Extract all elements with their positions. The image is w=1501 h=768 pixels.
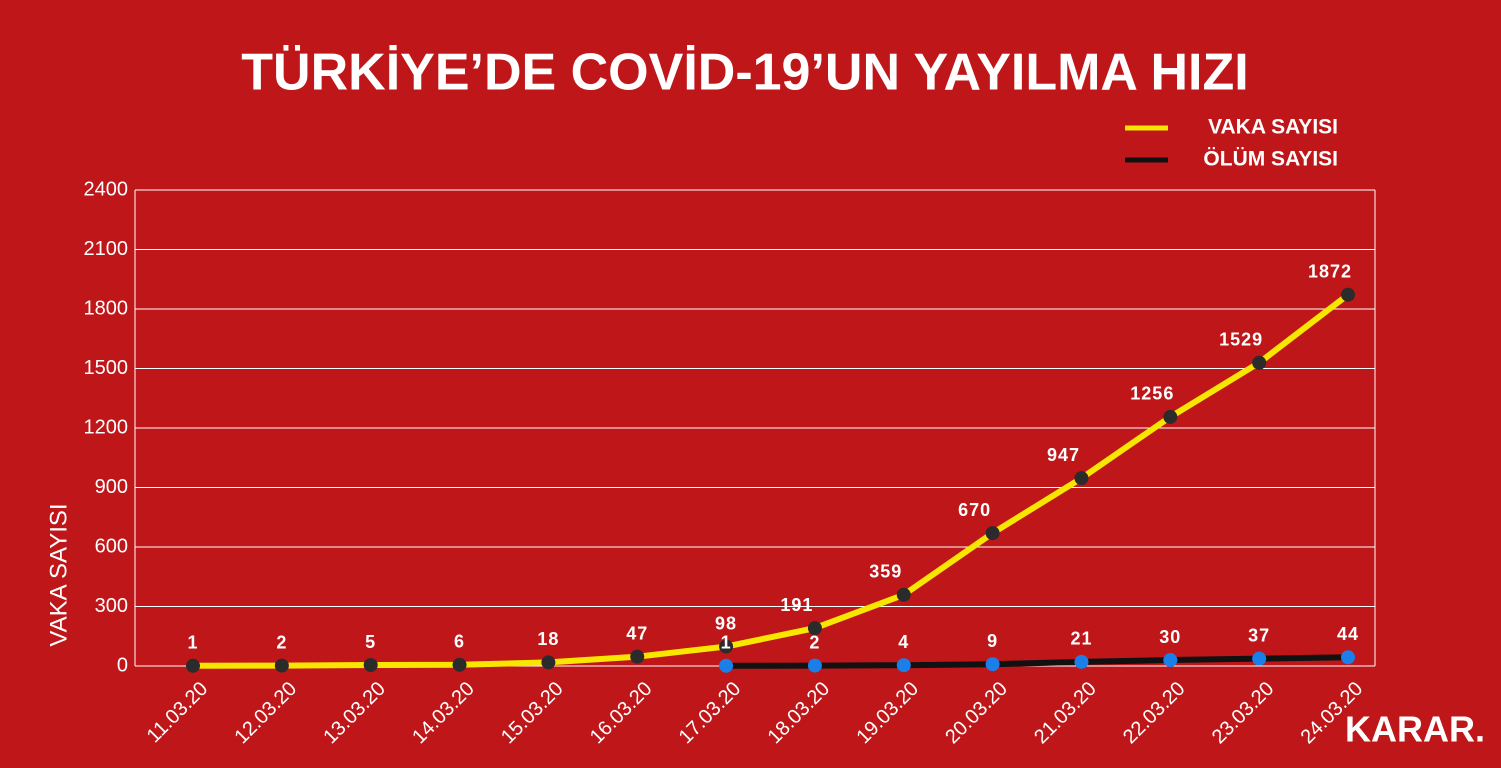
y-tick-label: 2100	[84, 238, 129, 260]
data-label: 98	[715, 613, 737, 633]
data-point	[541, 655, 556, 670]
y-tick-label: 1800	[84, 297, 129, 319]
data-label: 18	[537, 629, 559, 649]
legend-label: VAKA SAYISI	[1208, 116, 1338, 139]
data-point	[1163, 653, 1178, 668]
data-point	[1252, 355, 1267, 370]
data-label: 1256	[1130, 384, 1174, 404]
data-label: 2	[276, 632, 287, 652]
data-point	[452, 657, 467, 672]
brand: KARAR.	[1345, 709, 1485, 750]
y-tick-label: 1500	[84, 357, 129, 379]
data-label: 47	[626, 623, 648, 643]
data-label: 30	[1159, 627, 1181, 647]
series-line	[726, 654, 1349, 669]
data-point	[1341, 650, 1355, 665]
data-label: 5	[365, 632, 376, 652]
data-label: 1872	[1308, 261, 1352, 281]
data-label: 1	[721, 633, 732, 653]
data-point	[719, 658, 734, 673]
y-tick-label: 900	[95, 476, 128, 498]
data-point	[274, 658, 289, 673]
data-point	[896, 658, 911, 673]
data-point	[630, 649, 645, 664]
data-point	[186, 658, 200, 673]
data-point	[985, 526, 1000, 541]
data-point	[363, 658, 378, 673]
data-label: 359	[869, 562, 902, 582]
y-tick-label: 300	[95, 595, 128, 617]
data-point	[1252, 651, 1267, 666]
data-point	[719, 639, 734, 654]
y-tick-label: 600	[95, 535, 128, 557]
data-label: 2	[809, 632, 820, 652]
data-label: 9	[987, 631, 998, 651]
data-point	[807, 658, 822, 673]
y-tick-label: 2400	[84, 178, 129, 200]
data-label: 21	[1070, 629, 1092, 649]
series-line	[192, 292, 1350, 669]
y-tick-label: 1200	[84, 416, 129, 438]
data-label: 4	[898, 632, 909, 652]
chart-title: TÜRKİYE’DE COVİD-19’UN YAYILMA HIZI	[241, 44, 1248, 102]
data-point	[985, 657, 1000, 672]
data-label: 947	[1047, 445, 1080, 465]
data-label: 1529	[1219, 329, 1263, 349]
data-point	[1074, 654, 1089, 669]
data-label: 6	[454, 632, 465, 652]
data-point	[807, 621, 822, 636]
data-point	[1341, 287, 1355, 302]
data-label: 670	[958, 500, 991, 520]
y-tick-label: 0	[117, 654, 128, 676]
data-label: 44	[1337, 624, 1359, 644]
data-point	[896, 587, 911, 602]
data-label: 191	[780, 595, 813, 615]
data-point	[1163, 409, 1178, 424]
legend-label: ÖLÜM SAYISI	[1203, 148, 1338, 171]
data-label: 37	[1248, 625, 1270, 645]
data-label: 1	[187, 633, 198, 653]
data-point	[1074, 471, 1089, 486]
y-axis-label: VAKA SAYISI	[45, 503, 72, 646]
